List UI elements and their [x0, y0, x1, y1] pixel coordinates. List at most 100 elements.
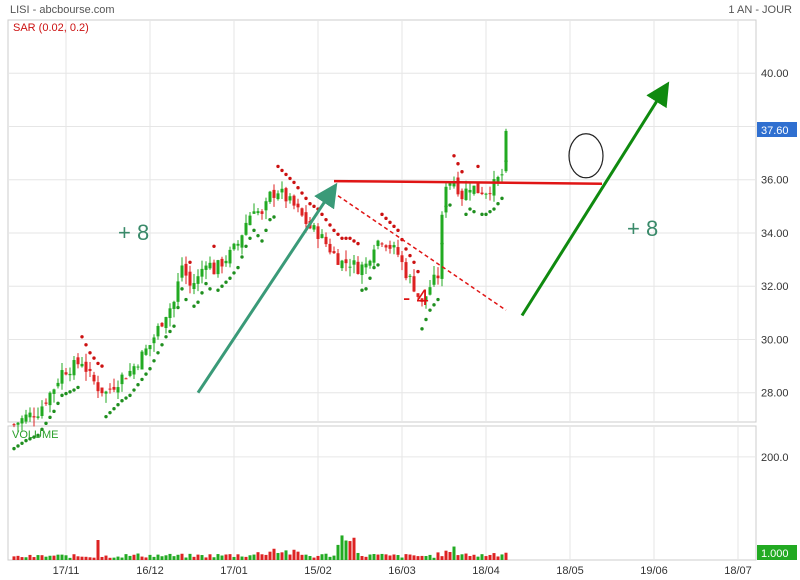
trend-drawings [196, 81, 670, 394]
sar-dot [216, 288, 220, 292]
candle-body [212, 262, 216, 275]
volume-bar [400, 557, 404, 560]
candle-body [216, 260, 220, 275]
volume-bar [320, 554, 324, 560]
candle-body [52, 389, 56, 394]
volume-bar [208, 554, 212, 560]
annotation-minus-4: - 4 [403, 285, 429, 310]
candle-body [268, 191, 272, 202]
annotation-plus-8-right: + 8 [627, 216, 658, 241]
candle-body [264, 201, 268, 211]
candle-body [192, 283, 196, 290]
volume-bar [408, 554, 412, 560]
volume-bar [120, 557, 124, 560]
sar-dot [396, 228, 400, 233]
sar-dot [404, 247, 408, 251]
volume-bar [256, 552, 260, 560]
volume-bar [64, 555, 68, 560]
candle-body [460, 190, 464, 200]
candle-body [392, 245, 396, 248]
trend-arrow-2 [520, 81, 670, 317]
sar-dot [356, 241, 360, 246]
volume-bar [376, 554, 380, 560]
candle-body [124, 378, 128, 380]
candle-body [220, 258, 224, 267]
sar-dot [332, 228, 336, 233]
volume-bar [396, 555, 400, 560]
volume-bar [328, 556, 332, 560]
candle-body [352, 260, 356, 265]
volume-bar [492, 553, 496, 560]
candle-body [396, 247, 400, 255]
candle-body [180, 265, 184, 278]
x-tick-label: 17/11 [53, 565, 80, 577]
candle-body [388, 244, 392, 249]
sar-dot [260, 239, 264, 243]
candle-body [504, 130, 508, 172]
volume-bar [260, 554, 264, 560]
volume-tick-label: 200.0 [761, 452, 789, 464]
sar-dot [132, 388, 136, 392]
y-tick-label: 28.00 [761, 388, 789, 400]
volume-bar [140, 556, 144, 560]
volume-bar [380, 553, 384, 560]
volume-bar [12, 556, 16, 560]
volume-bar [168, 553, 172, 560]
candle-body [100, 387, 104, 394]
volume-bar [340, 535, 344, 560]
sar-dot [348, 236, 352, 241]
volume-bar [76, 556, 80, 560]
volume-bar [200, 555, 204, 560]
volume-bar [104, 555, 108, 560]
candle-body [480, 192, 484, 195]
sar-dot [268, 217, 272, 222]
candle-body [196, 276, 200, 284]
volume-bar [308, 556, 312, 560]
volume-bar [80, 556, 84, 560]
volume-bar [164, 555, 168, 560]
volume-bar [40, 555, 44, 560]
sar-dot [324, 217, 328, 222]
last-price-tag [757, 122, 797, 137]
candle-body [204, 265, 208, 270]
sar-dot [300, 191, 304, 195]
sar-dot [188, 260, 192, 264]
candle-body [252, 211, 256, 214]
volume-bar [420, 555, 424, 560]
candle-body [476, 181, 480, 194]
candle-body [156, 325, 160, 337]
chart-period: 1 AN - JOUR [728, 4, 792, 16]
volume-bar [488, 554, 492, 560]
sar-dot [236, 265, 240, 270]
candle-body [164, 317, 168, 329]
volume-bar [24, 557, 28, 560]
volume-bar [464, 553, 468, 560]
sar-dot [340, 236, 344, 241]
sar-dot [88, 351, 92, 355]
sar-dot [116, 402, 120, 407]
volume-bar [316, 555, 320, 560]
sar-dot [100, 364, 104, 368]
sar-dot [328, 223, 332, 227]
sar-dot [476, 164, 480, 169]
candle-body [412, 276, 416, 292]
x-tick-label: 18/05 [556, 565, 584, 577]
volume-bar [392, 554, 396, 560]
candle-body [200, 268, 204, 277]
volume-bar [176, 554, 180, 560]
volume-bar [504, 552, 508, 560]
sar-dot [500, 196, 504, 201]
sar-dot [232, 271, 236, 275]
sar-dot [156, 351, 160, 355]
volume-bar [36, 555, 40, 560]
volume-bar [136, 553, 140, 560]
candle-body [172, 301, 176, 309]
sar-dot [184, 297, 188, 302]
annotation-plus-8-left: + 8 [118, 220, 149, 245]
candle-body [76, 357, 80, 365]
candle-body [256, 211, 260, 214]
candle-body [132, 366, 136, 375]
volume-bar [144, 557, 148, 560]
y-tick-label: 40.00 [761, 68, 789, 80]
candle-body [272, 189, 276, 198]
